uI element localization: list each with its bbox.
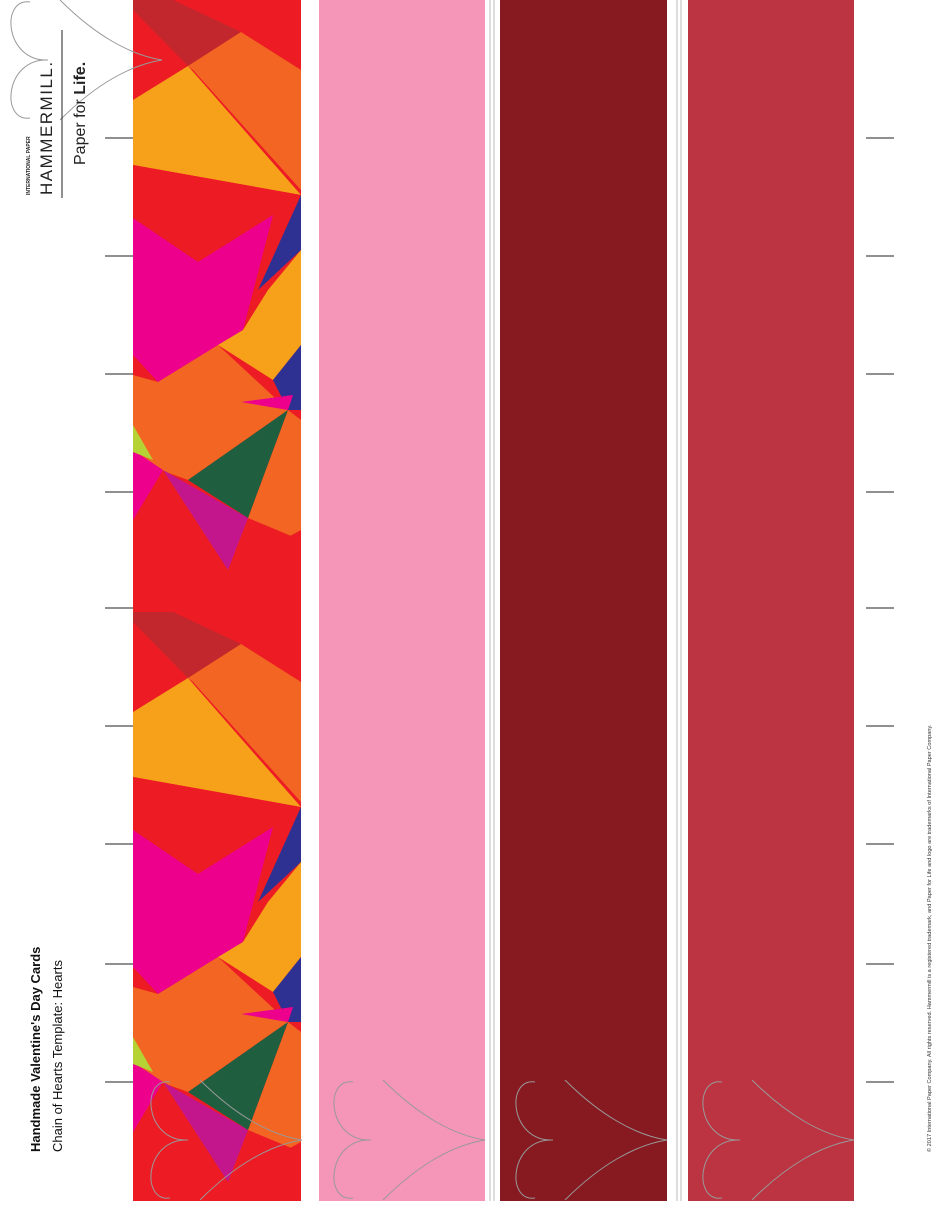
heart-outline bbox=[10, 0, 163, 121]
logo: INTERNATIONAL PAPER HAMMERMILL. Paper fo… bbox=[26, 30, 89, 198]
pink-strip bbox=[319, 0, 485, 1201]
company: INTERNATIONAL PAPER bbox=[26, 136, 32, 195]
geometric-strip bbox=[133, 0, 301, 1201]
copyright: © 2017 International Paper Company. All … bbox=[926, 724, 933, 1152]
pattern bbox=[133, 612, 301, 1201]
brand: HAMMERMILL. bbox=[37, 60, 56, 195]
cut-marks-right bbox=[865, 137, 895, 1083]
hearts bbox=[10, 0, 855, 1201]
tagline-prefix: Paper for bbox=[72, 99, 89, 165]
cut-marks bbox=[105, 137, 895, 1083]
subtitle: Chain of Hearts Template: Hearts bbox=[50, 960, 65, 1152]
red-strip bbox=[688, 0, 854, 1201]
tagline-bold: Life. bbox=[72, 62, 89, 95]
dark-red-strip bbox=[500, 0, 667, 1201]
title: Handmade Valentine's Day Cards bbox=[28, 947, 43, 1152]
tagline: Paper for Life. bbox=[72, 62, 89, 165]
pattern bbox=[133, 0, 301, 612]
